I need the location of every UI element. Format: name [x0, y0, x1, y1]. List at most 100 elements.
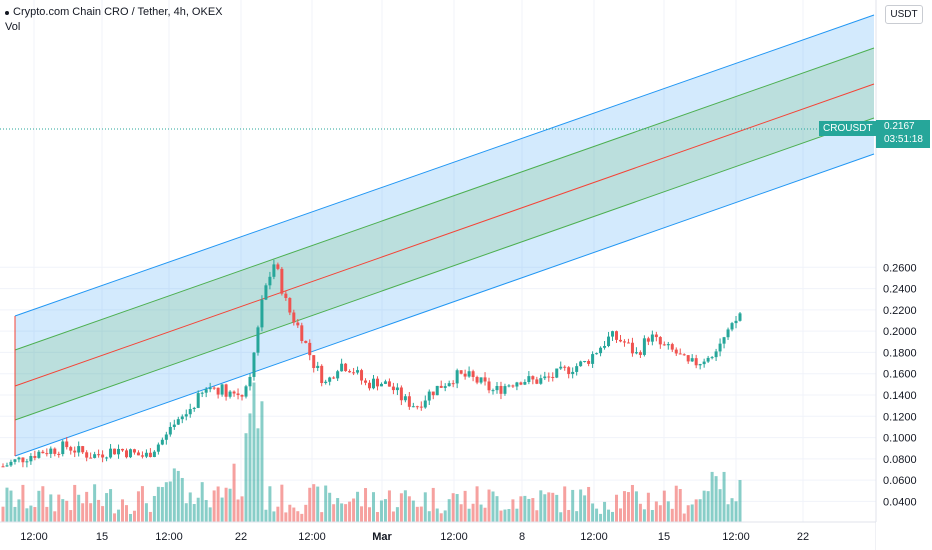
volume-bar: [387, 490, 391, 522]
time-tick-label: 12:00: [155, 531, 183, 543]
candle-body: [555, 368, 559, 378]
candle-body: [603, 346, 607, 348]
candle-body: [140, 455, 144, 457]
candle-body: [395, 387, 399, 391]
candle-body: [260, 299, 264, 328]
candle-body: [615, 331, 619, 340]
volume-bar: [288, 504, 292, 522]
candle-body: [172, 424, 176, 427]
volume-bar: [37, 490, 41, 522]
candle-body: [547, 376, 551, 378]
candle-body: [662, 344, 666, 346]
volume-bar: [97, 499, 101, 522]
candle-body: [415, 406, 419, 408]
candle-body: [403, 396, 407, 401]
candle-body: [722, 337, 726, 344]
volume-bar: [1, 506, 5, 522]
candle-body: [471, 371, 475, 377]
candle-body: [272, 264, 276, 277]
volume-bar: [618, 508, 622, 522]
volume-bar: [268, 486, 272, 522]
volume-bar: [583, 495, 587, 522]
volume-bar: [479, 504, 483, 522]
candle-body: [65, 441, 69, 448]
candle-body: [328, 377, 332, 382]
volume-bar: [611, 511, 615, 522]
time-tick-label: Mar: [372, 531, 392, 543]
candle-body: [192, 407, 196, 410]
candle-body: [702, 361, 706, 365]
volume-indicator-label[interactable]: Vol: [5, 21, 21, 33]
candle-body: [224, 384, 228, 397]
candle-body: [543, 376, 547, 379]
candle-body: [387, 381, 391, 387]
volume-bar: [109, 489, 113, 522]
candle-body: [113, 448, 117, 455]
volume-bar: [391, 511, 395, 522]
volume-bar: [451, 493, 455, 522]
volume-bar: [236, 499, 240, 522]
candle-body: [459, 370, 463, 374]
candle-body: [156, 444, 160, 452]
candle-body: [228, 391, 232, 397]
volume-bar: [515, 508, 519, 522]
volume-bar: [551, 492, 555, 522]
volume-bar: [507, 509, 511, 522]
volume-bar: [599, 513, 603, 522]
volume-bar: [260, 401, 264, 522]
volume-bar: [563, 486, 567, 522]
volume-bar: [240, 496, 244, 522]
candle-body: [73, 450, 77, 453]
channel-lower-line: [14, 153, 875, 457]
volume-bar: [730, 498, 734, 522]
volume-bar: [495, 496, 499, 522]
candle-body: [288, 298, 292, 313]
candle-body: [674, 349, 678, 354]
volume-bar: [144, 503, 148, 522]
candle-body: [276, 264, 280, 269]
volume-bar: [595, 508, 599, 522]
candle-body: [638, 352, 642, 355]
volume-bar: [559, 512, 563, 522]
volume-bar: [706, 491, 710, 522]
candle-body: [81, 446, 85, 453]
symbol-title-text[interactable]: Crypto.com Chain CRO / Tether, 4h, OKEX: [13, 6, 223, 18]
candle-body: [49, 448, 53, 454]
volume-bar: [212, 490, 216, 522]
volume-bar: [650, 509, 654, 522]
time-tick-label: 15: [658, 531, 670, 543]
volume-bar: [304, 504, 308, 522]
volume-bar: [503, 509, 507, 522]
volume-bar: [224, 487, 228, 522]
volume-bar: [136, 491, 140, 522]
volume-bar: [463, 490, 467, 522]
candle-body: [411, 406, 415, 408]
volume-bar: [630, 484, 634, 522]
candle-body: [188, 409, 192, 415]
candle-body: [148, 452, 152, 458]
candle-body: [252, 352, 256, 377]
candle-body: [300, 325, 304, 341]
candle-body: [622, 341, 626, 343]
volume-bar: [555, 494, 559, 522]
volume-bar: [21, 484, 25, 522]
candle-body: [399, 387, 403, 401]
volume-bar: [128, 513, 132, 522]
volume-bar: [666, 501, 670, 522]
volume-bar: [399, 493, 403, 522]
volume-bar: [180, 477, 184, 522]
volume-bar: [435, 508, 439, 522]
candle-body: [128, 449, 132, 458]
candle-body: [487, 381, 491, 391]
currency-button[interactable]: USDT: [885, 5, 923, 24]
volume-bar: [176, 470, 180, 522]
price-tick-label: 0.1600: [883, 369, 917, 381]
price-tick-label: 0.1400: [883, 390, 917, 402]
candle-body: [85, 452, 89, 458]
symbol-title[interactable]: Crypto.com Chain CRO / Tether, 4h, OKEX: [5, 5, 223, 20]
volume-bar: [81, 503, 85, 522]
price-axis[interactable]: 0.2600 0.2400 0.2200 0.2000 0.1800 0.1600 0.14…: [883, 262, 917, 508]
volume-bar: [300, 513, 304, 522]
time-axis[interactable]: 12:00 15 12:00 22 12:00 Mar 12:00 8 12:00 15 12:00…: [20, 531, 809, 543]
